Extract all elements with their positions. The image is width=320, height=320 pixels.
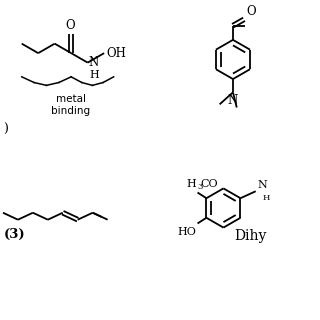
- Text: metal
binding: metal binding: [51, 94, 91, 116]
- Text: N: N: [227, 94, 237, 107]
- Text: O: O: [246, 5, 256, 18]
- Text: N: N: [258, 180, 267, 190]
- Text: CO: CO: [200, 179, 218, 189]
- Text: ): ): [3, 123, 8, 135]
- Text: 3: 3: [197, 183, 203, 191]
- Text: H: H: [90, 69, 100, 80]
- Text: H: H: [186, 179, 196, 189]
- Text: O: O: [66, 19, 75, 32]
- Text: N: N: [89, 56, 99, 69]
- Text: OH: OH: [107, 47, 126, 60]
- Text: H: H: [263, 194, 270, 202]
- Text: (3): (3): [4, 228, 26, 241]
- Text: Dihy: Dihy: [235, 229, 267, 243]
- Text: HO: HO: [177, 227, 196, 237]
